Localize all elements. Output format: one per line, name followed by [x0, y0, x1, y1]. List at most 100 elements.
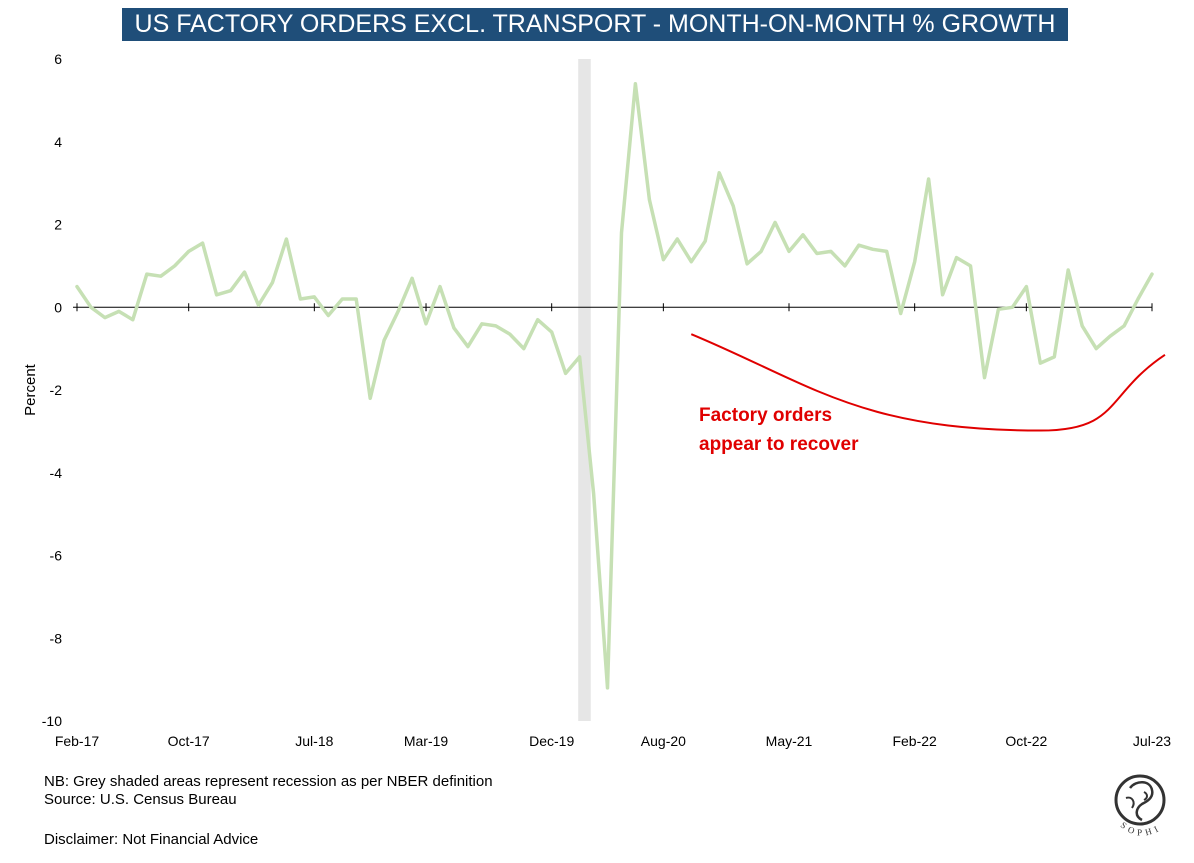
data-point — [578, 355, 581, 359]
y-tick-label: -6 — [50, 548, 63, 564]
footnote-recession: NB: Grey shaded areas represent recessio… — [44, 773, 493, 790]
annotation-text-line1: Factory orders — [699, 405, 832, 426]
disclaimer: Disclaimer: Not Financial Advice — [44, 831, 259, 848]
x-tick-label: May-21 — [766, 733, 813, 749]
data-point — [927, 177, 930, 181]
data-point — [466, 345, 470, 348]
data-point — [1136, 297, 1140, 301]
data-point — [1039, 361, 1042, 365]
data-point — [997, 308, 1000, 311]
data-point — [1122, 324, 1126, 328]
data-point — [173, 264, 176, 268]
data-point — [396, 310, 400, 313]
annotation-layer: Factory orders appear to recover — [690, 333, 1166, 455]
y-tick-label: 4 — [54, 134, 62, 150]
y-tick-label: -4 — [50, 465, 63, 481]
data-point — [368, 397, 372, 400]
data-point — [271, 281, 274, 284]
y-axis-label: Percent — [22, 363, 39, 416]
data-point — [438, 285, 442, 288]
data-point — [801, 233, 805, 237]
data-point — [159, 275, 162, 278]
data-point — [815, 252, 819, 255]
y-tick-label: -10 — [42, 713, 62, 729]
data-point — [690, 260, 693, 263]
data-point — [676, 237, 679, 241]
data-point — [745, 262, 749, 266]
data-point — [327, 314, 330, 317]
data-point — [1067, 268, 1070, 272]
data-point — [452, 326, 456, 330]
data-point — [75, 285, 79, 288]
data-point — [215, 293, 218, 297]
data-point — [592, 492, 595, 495]
data-point — [187, 250, 190, 253]
data-point — [117, 310, 121, 313]
data-point — [759, 250, 763, 253]
axes-layer: 6 4 2 0 -2 -4 -6 -8 -10 Feb-17 Oct-17 Jul-18 Mar-19 D… — [42, 51, 1172, 749]
data-point — [634, 82, 637, 86]
data-point — [522, 347, 525, 350]
data-point — [899, 312, 902, 315]
x-tick-label: Feb-17 — [55, 733, 100, 749]
x-tick-label: Jul-23 — [1133, 733, 1171, 749]
data-point — [285, 237, 288, 241]
data-point — [941, 293, 944, 297]
data-point — [299, 297, 302, 301]
data-point — [1108, 335, 1112, 338]
data-point — [983, 376, 986, 379]
y-tick-label: 0 — [54, 299, 62, 315]
data-point — [382, 339, 386, 342]
y-tick-label: -2 — [50, 382, 63, 398]
chart-title: US FACTORY ORDERS EXCL. TRANSPORT - MONT… — [122, 8, 1068, 41]
data-point — [201, 241, 204, 245]
data-point — [243, 270, 246, 274]
data-point — [410, 277, 414, 280]
x-tick-label: Oct-22 — [1005, 733, 1047, 749]
data-point — [103, 316, 107, 319]
data-point — [773, 221, 777, 224]
data-point — [131, 318, 135, 321]
y-tick-label: -8 — [50, 630, 63, 646]
data-point — [913, 260, 916, 263]
data-point — [829, 250, 833, 253]
data-point — [1080, 324, 1084, 328]
data-point — [480, 322, 484, 325]
series-layer — [75, 82, 1154, 690]
data-point — [564, 372, 567, 375]
data-point — [550, 330, 553, 334]
data-point — [955, 256, 958, 259]
data-point — [648, 198, 651, 201]
data-point — [229, 289, 232, 292]
data-point — [662, 258, 665, 261]
data-point — [89, 306, 93, 309]
line-chart: 6 4 2 0 -2 -4 -6 -8 -10 Feb-17 Oct-17 Jul-18 Mar-19 D… — [22, 51, 1172, 749]
data-point — [787, 250, 791, 253]
sophia-logo-icon: SOPHIA — [1106, 768, 1166, 838]
data-point — [355, 297, 358, 301]
data-point — [1053, 355, 1056, 359]
x-tick-label: Dec-19 — [529, 733, 574, 749]
y-tick-label: 6 — [54, 51, 62, 67]
x-tick-label: Mar-19 — [404, 733, 449, 749]
data-point — [871, 248, 874, 251]
data-point — [969, 264, 972, 268]
data-point — [494, 324, 498, 328]
data-point — [620, 231, 623, 234]
data-point — [424, 322, 428, 325]
x-tick-label: Jul-18 — [295, 733, 333, 749]
x-tick-label: Feb-22 — [892, 733, 937, 749]
data-point — [1094, 347, 1098, 350]
annotation-text-line2: appear to recover — [699, 434, 859, 455]
recovery-trend-curve — [690, 333, 1166, 432]
data-point — [1025, 285, 1028, 288]
data-point — [257, 303, 260, 307]
data-point — [1011, 306, 1014, 309]
x-tick-label: Oct-17 — [168, 733, 210, 749]
data-point — [508, 332, 511, 336]
data-point — [145, 272, 149, 276]
data-point — [536, 318, 539, 321]
data-point — [1150, 272, 1154, 276]
data-point — [857, 243, 861, 247]
data-point — [341, 297, 344, 301]
